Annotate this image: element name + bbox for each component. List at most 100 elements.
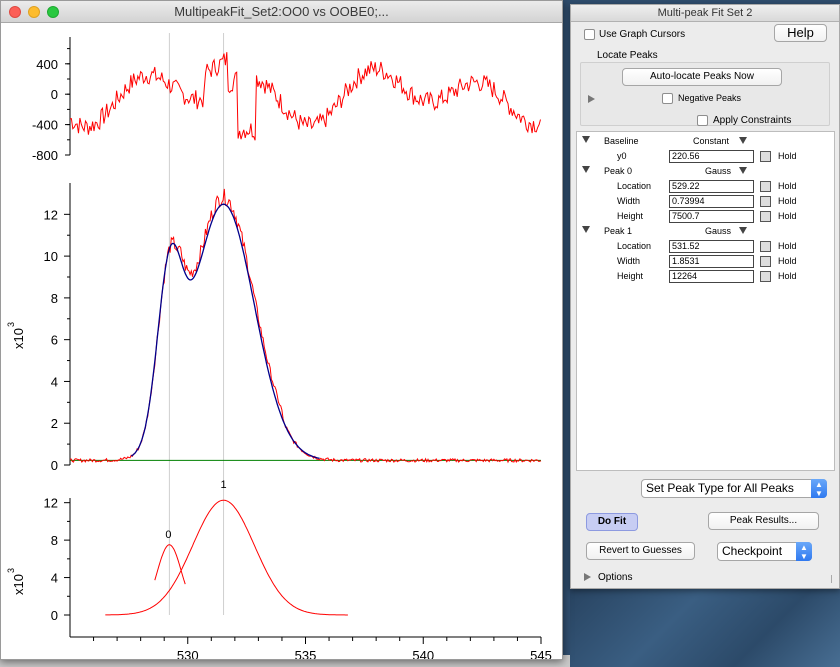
fit-y-tick-label: 2 xyxy=(51,416,58,431)
hold-label: Hold xyxy=(778,271,797,281)
checkpoint-menu[interactable]: Checkpoint ▲ ▼ xyxy=(717,542,812,561)
hold-label: Hold xyxy=(778,181,797,191)
x-tick-label: 540 xyxy=(412,648,434,659)
baseline-label: Baseline xyxy=(604,136,639,146)
residual-y-tick-label: 400 xyxy=(36,57,58,72)
peak1-location-field[interactable]: 531.52 xyxy=(669,240,754,253)
minimize-window-button[interactable] xyxy=(28,6,40,18)
width-label: Width xyxy=(617,256,641,266)
fit-y-tick-label: 6 xyxy=(51,333,58,348)
hold-label: Hold xyxy=(778,211,797,221)
use-graph-cursors-checkbox[interactable] xyxy=(584,29,595,40)
apply-constraints-label: Apply Constraints xyxy=(713,115,792,126)
location-label: Location xyxy=(617,241,652,251)
disclosure-down-icon[interactable] xyxy=(582,136,590,143)
peak0-location-field[interactable]: 529.22 xyxy=(669,180,754,193)
peak-0-label: 0 xyxy=(165,529,171,541)
data-trace xyxy=(69,188,542,464)
revert-to-guesses-button[interactable]: Revert to Guesses xyxy=(586,542,695,560)
residual-y-tick-label: -400 xyxy=(32,118,58,133)
desktop-background xyxy=(570,580,840,667)
fit-y-tick-label: 8 xyxy=(51,291,58,306)
peak-parameter-list[interactable]: Baseline Constant y0 220.56 Hold Peak 0 … xyxy=(576,131,835,471)
options-disclosure-icon[interactable] xyxy=(584,573,591,581)
hold-peak0-width-checkbox[interactable] xyxy=(760,196,771,207)
options-label: Options xyxy=(598,572,633,583)
graph-window[interactable]: MultipeakFit_Set2:OO0 vs OOBE0;... 400 0-… xyxy=(0,0,563,660)
fit-curve xyxy=(130,203,320,460)
fit-y-axis-exponent: 3 xyxy=(6,322,16,327)
disclosure-right-icon[interactable] xyxy=(588,95,595,103)
components-y-axis-exponent: 3 xyxy=(6,568,16,573)
components-y-tick-label: 0 xyxy=(51,608,58,623)
hold-label: Hold xyxy=(778,241,797,251)
set-peak-type-label: Set Peak Type for All Peaks xyxy=(646,481,794,495)
peak-results-button[interactable]: Peak Results... xyxy=(708,512,819,530)
apply-constraints-checkbox[interactable] xyxy=(697,115,708,126)
negative-peaks-label: Negative Peaks xyxy=(678,93,742,103)
hold-label: Hold xyxy=(778,196,797,206)
fit-y-axis-label: x10 xyxy=(11,328,26,349)
hold-y0-checkbox[interactable] xyxy=(760,151,771,162)
residual-trace xyxy=(69,52,541,141)
peak0-type-menu[interactable]: Gauss xyxy=(705,166,732,176)
components-y-tick-label: 8 xyxy=(51,533,58,548)
peak0-height-field[interactable]: 7500.7 xyxy=(669,210,754,223)
y0-label: y0 xyxy=(617,151,627,161)
baseline-type-menu[interactable]: Constant xyxy=(693,136,730,146)
height-label: Height xyxy=(617,211,644,221)
locate-peaks-heading: Locate Peaks xyxy=(597,50,658,61)
auto-locate-peaks-button[interactable]: Auto-locate Peaks Now xyxy=(622,68,782,86)
graph-window-title: MultipeakFit_Set2:OO0 vs OOBE0;... xyxy=(174,4,389,19)
x-tick-label: 545 xyxy=(530,648,552,659)
fit-y-tick-label: 4 xyxy=(51,374,58,389)
checkpoint-label: Checkpoint xyxy=(722,544,783,558)
hold-label: Hold xyxy=(778,256,797,266)
peak-1-component xyxy=(105,499,348,616)
graph-titlebar[interactable]: MultipeakFit_Set2:OO0 vs OOBE0;... xyxy=(1,1,562,23)
x-tick-label: 530 xyxy=(177,648,199,659)
popup-arrows-icon: ▲ ▼ xyxy=(796,542,812,561)
use-graph-cursors-label: Use Graph Cursors xyxy=(599,29,686,40)
residual-y-tick-label: 0 xyxy=(51,87,58,102)
location-label: Location xyxy=(617,181,652,191)
hold-peak1-width-checkbox[interactable] xyxy=(760,256,771,267)
peak1-width-field[interactable]: 1.8531 xyxy=(669,255,754,268)
popup-arrows-icon: ▲ ▼ xyxy=(811,479,827,498)
width-label: Width xyxy=(617,196,641,206)
panel-title: Multi-peak Fit Set 2 xyxy=(571,5,839,22)
hold-peak0-height-checkbox[interactable] xyxy=(760,211,771,222)
components-y-tick-label: 4 xyxy=(51,571,58,586)
x-tick-label: 535 xyxy=(295,648,317,659)
menu-arrow-icon[interactable] xyxy=(739,227,747,234)
peak1-type-menu[interactable]: Gauss xyxy=(705,226,732,236)
components-y-tick-label: 12 xyxy=(44,496,58,511)
height-label: Height xyxy=(617,271,644,281)
set-peak-type-menu[interactable]: Set Peak Type for All Peaks ▲ ▼ xyxy=(641,479,827,498)
multipeak-fit-panel[interactable]: Multi-peak Fit Set 2 Use Graph Cursors H… xyxy=(570,4,840,589)
peak-0-component xyxy=(154,544,186,585)
peak1-height-field[interactable]: 12264 xyxy=(669,270,754,283)
menu-arrow-icon[interactable] xyxy=(739,137,747,144)
peak-1-label: 1 xyxy=(220,479,226,491)
zoom-window-button[interactable] xyxy=(47,6,59,18)
fit-y-tick-label: 12 xyxy=(44,207,58,222)
help-button[interactable]: Help xyxy=(774,24,827,42)
close-window-button[interactable] xyxy=(9,6,21,18)
hold-peak1-location-checkbox[interactable] xyxy=(760,241,771,252)
hold-peak0-location-checkbox[interactable] xyxy=(760,181,771,192)
panel-scrollbar[interactable] xyxy=(831,575,838,583)
hold-peak1-height-checkbox[interactable] xyxy=(760,271,771,282)
peak0-width-field[interactable]: 0.73994 xyxy=(669,195,754,208)
do-fit-button[interactable]: Do Fit xyxy=(586,513,638,531)
y0-value-field[interactable]: 220.56 xyxy=(669,150,754,163)
menu-arrow-icon[interactable] xyxy=(739,167,747,174)
disclosure-down-icon[interactable] xyxy=(582,226,590,233)
peak0-label: Peak 0 xyxy=(604,166,633,176)
fit-y-tick-label: 10 xyxy=(44,249,58,264)
negative-peaks-checkbox[interactable] xyxy=(662,93,673,104)
fit-y-tick-label: 0 xyxy=(51,458,58,473)
disclosure-down-icon[interactable] xyxy=(582,166,590,173)
components-y-axis-label: x10 xyxy=(11,574,26,595)
